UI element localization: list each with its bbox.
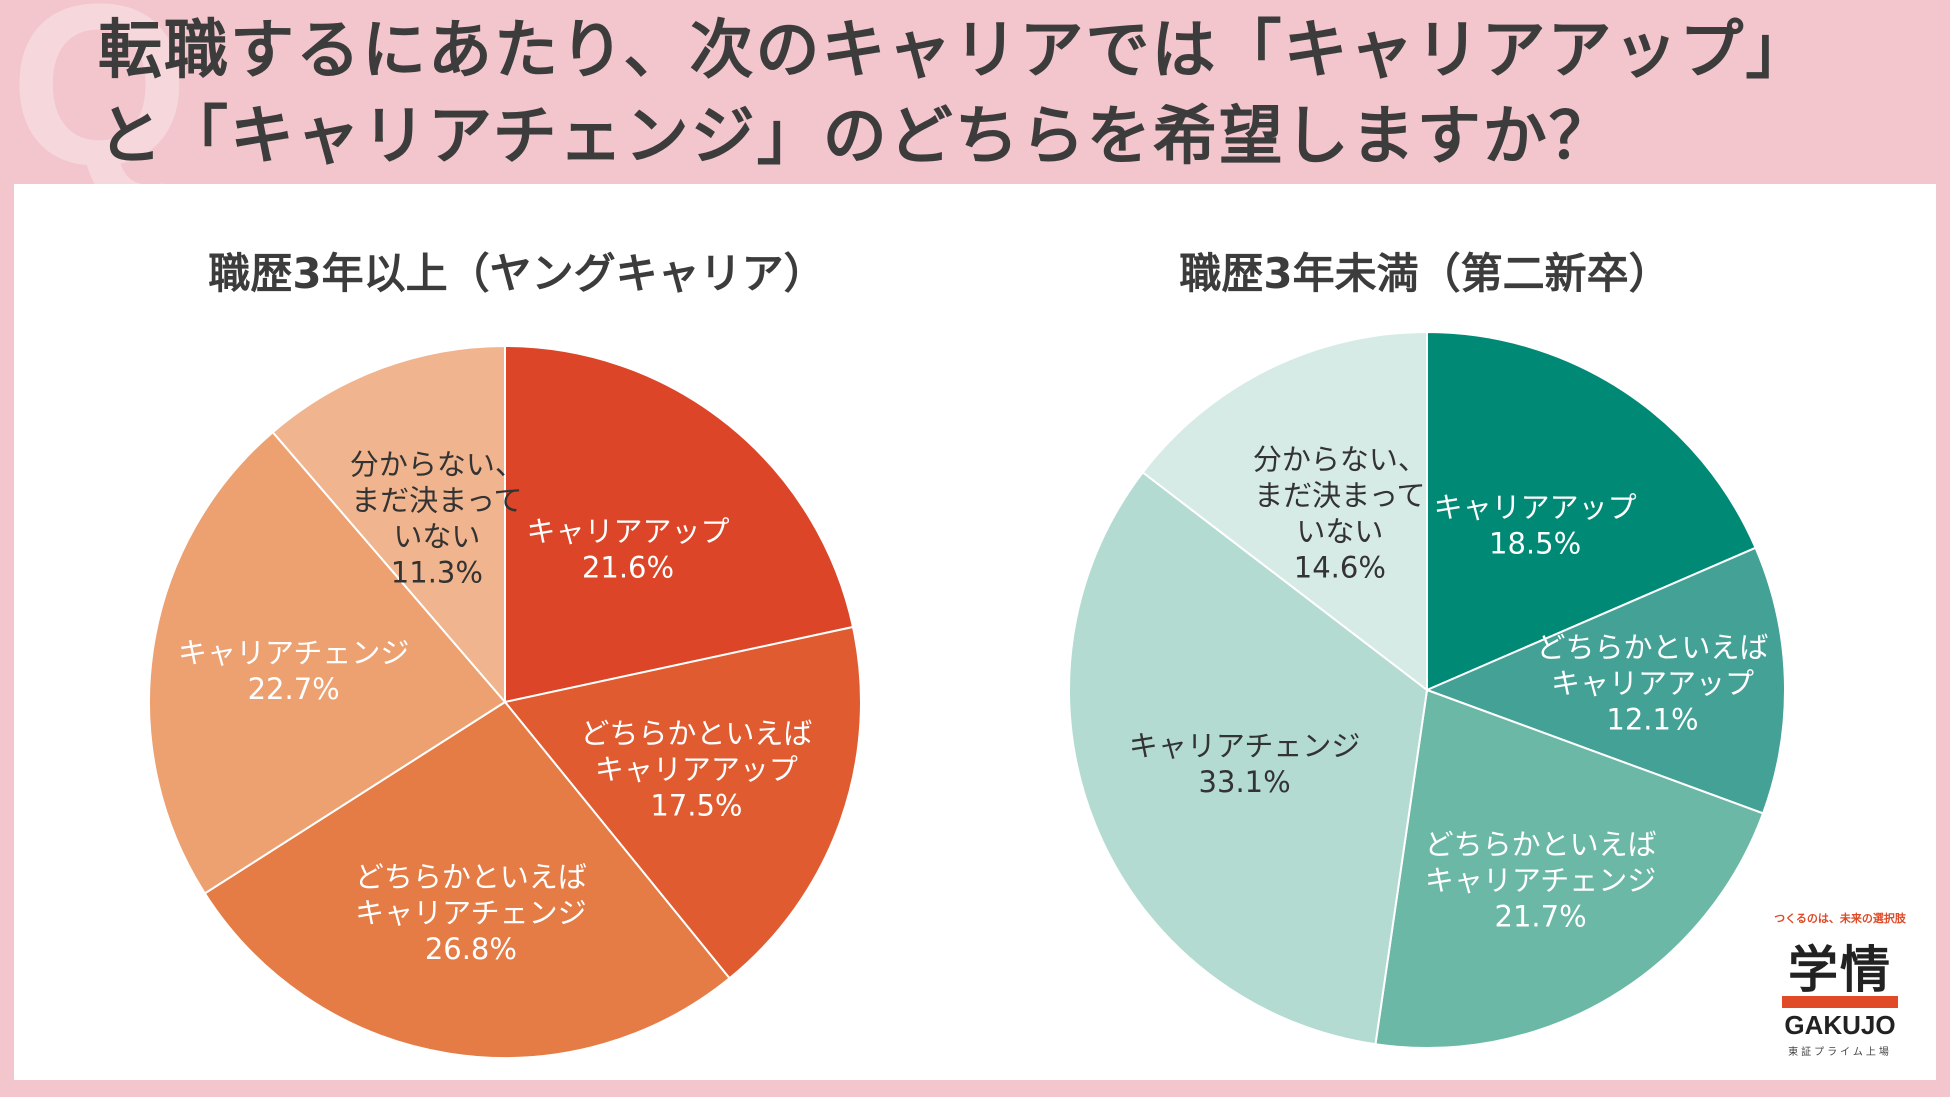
pie0-slice-2 xyxy=(203,700,731,1059)
pie0-slice-4-label-line: 分からない、 xyxy=(350,447,524,481)
pie1-slice-3-value: 33.1% xyxy=(1199,765,1291,799)
pie1-slice-3-label: キャリアチェンジ 33.1% xyxy=(1129,729,1360,799)
logo-bar xyxy=(1782,996,1898,1008)
logo-sub: 東証プライム上場 xyxy=(1788,1047,1892,1058)
pie0-slice-3-label: キャリアチェンジ 22.7% xyxy=(178,636,409,706)
pie1-slice-3-label-line: キャリアチェンジ xyxy=(1129,729,1360,763)
pie1-slice-0-label-line: キャリアアップ xyxy=(1434,490,1637,524)
pie1-slice-4-label-line: いない xyxy=(1296,514,1383,548)
pie0-slice-4-value: 11.3% xyxy=(391,555,483,589)
chart-title-second-new-grad: 職歴3年未満（第二新卒） xyxy=(1179,249,1671,298)
pie0-slice-2-label-line: どちらかといえば xyxy=(355,860,587,894)
pie1-slice-2 xyxy=(1374,688,1765,1049)
pie1-slice-4-label: 分からない、まだ決まっていない 14.6% xyxy=(1253,442,1427,584)
gakujo-logo: つくるのは、未来の選択肢 学情 GAKUJO 東証プライム上場 xyxy=(1764,910,1916,1070)
pie1-slice-4 xyxy=(1141,330,1428,693)
pie1-slice-0-label: キャリアアップ 18.5% xyxy=(1434,490,1637,560)
chart-panel: 職歴3年以上（ヤングキャリア） 職歴3年未満（第二新卒） キャリアアップ 21.6… xyxy=(14,184,1936,1080)
pie1-slice-1-label-line: どちらかといえば xyxy=(1536,631,1768,665)
page-title: 転職するにあたり、次のキャリアでは「キャリアアップ」 と「キャリアチェンジ」のど… xyxy=(98,8,1928,180)
pie0-slice-2-label: どちらかといえばキャリアチェンジ 26.8% xyxy=(355,860,587,966)
pie0-slice-4-label: 分からない、まだ決まっていない 11.3% xyxy=(350,447,524,589)
pie0-slice-0-label: キャリアアップ 21.6% xyxy=(526,515,729,585)
pie0-slice-4-label-line: まだ決まって xyxy=(351,483,522,517)
pie0-slice-0 xyxy=(504,344,855,704)
title-line-1: 転職するにあたり、次のキャリアでは「キャリアアップ」 xyxy=(98,14,1812,88)
pie1-slice-1-label-line: キャリアアップ xyxy=(1551,667,1754,701)
pie0-slice-1-value: 17.5% xyxy=(650,788,742,822)
chart-title-young-career: 職歴3年以上（ヤングキャリア） xyxy=(208,249,826,298)
pie1-slice-2-label: どちらかといえばキャリアチェンジ 21.7% xyxy=(1425,828,1657,934)
pie1-slice-3 xyxy=(1068,470,1429,1046)
pie0-slice-0-value: 21.6% xyxy=(582,551,674,585)
pie0-slice-2-label-line: キャリアチェンジ xyxy=(355,896,586,930)
pie1-slice-2-label-line: キャリアチェンジ xyxy=(1425,864,1656,898)
pie1-slice-0 xyxy=(1426,330,1757,692)
pie0-slice-4 xyxy=(271,344,506,705)
logo-name: GAKUJO xyxy=(1784,1010,1896,1040)
pie0-slice-3-value: 22.7% xyxy=(248,672,340,706)
pie0-slice-2-value: 26.8% xyxy=(425,932,517,966)
pie0-slice-1-label: どちらかといえばキャリアアップ 17.5% xyxy=(580,716,812,822)
pie-chart-young-career: キャリアアップ 21.6%どちらかといえばキャリアアップ 17.5%どちらかといえば… xyxy=(148,344,862,1059)
pie0-slice-4-label-line: いない xyxy=(393,519,480,553)
pie1-slice-4-value: 14.6% xyxy=(1294,550,1386,584)
pie1-slice-4-label-line: まだ決まって xyxy=(1254,478,1425,512)
pie1-slice-2-value: 21.7% xyxy=(1495,900,1587,934)
pie0-slice-1 xyxy=(503,625,862,980)
pie1-slice-1-value: 12.1% xyxy=(1606,703,1698,737)
pie-chart-second-new-grad: キャリアアップ 18.5%どちらかといえばキャリアアップ 12.1%どちらかといえば… xyxy=(1068,330,1786,1049)
pie0-slice-1-label-line: キャリアアップ xyxy=(595,752,798,786)
title-line-2: と「キャリアチェンジ」のどちらを希望しますか？ xyxy=(98,100,1615,174)
pie0-slice-3 xyxy=(148,430,507,895)
pie1-slice-2-label-line: どちらかといえば xyxy=(1425,828,1657,862)
pie1-slice-0-value: 18.5% xyxy=(1489,526,1581,560)
pie0-slice-1-label-line: どちらかといえば xyxy=(580,716,812,750)
pie1-slice-1 xyxy=(1424,546,1786,815)
pie1-slice-4-label-line: 分からない、 xyxy=(1253,442,1427,476)
question-mark-watermark: Q xyxy=(10,0,189,213)
logo-mark: 学情 xyxy=(1788,941,1892,999)
pie0-slice-0-label-line: キャリアアップ xyxy=(526,515,729,549)
pie0-slice-3-label-line: キャリアチェンジ xyxy=(178,636,409,670)
pie1-slice-1-label: どちらかといえばキャリアアップ 12.1% xyxy=(1536,631,1768,737)
logo-tagline: つくるのは、未来の選択肢 xyxy=(1774,912,1906,925)
